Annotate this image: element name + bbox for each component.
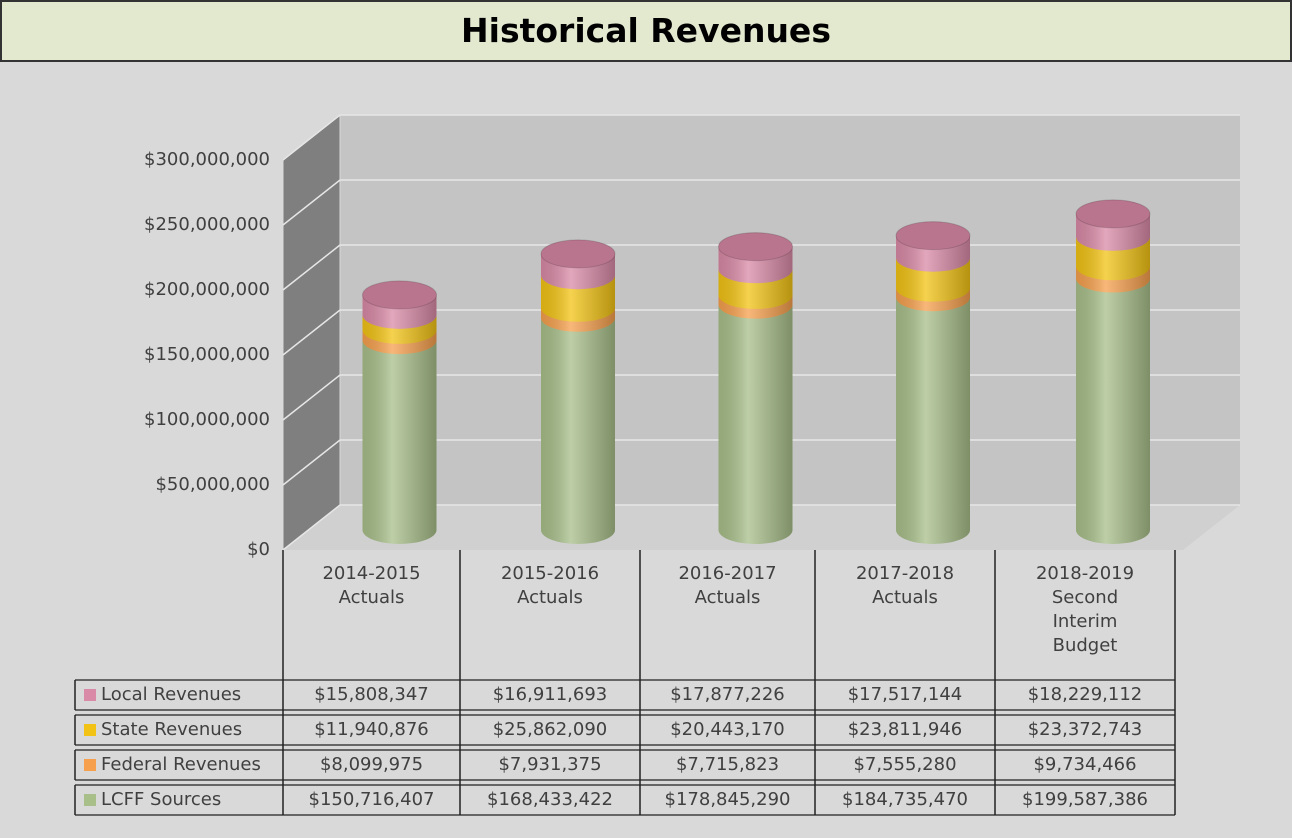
y-tick-label: $100,000,000 xyxy=(144,409,270,430)
grid-line xyxy=(282,114,1240,161)
x-tick-label: 2016-2017 Actuals xyxy=(678,563,777,608)
cylinder-top-shade xyxy=(1076,199,1150,228)
legend-label: State Revenues xyxy=(101,719,242,740)
legend-swatch xyxy=(84,689,96,701)
legend-label: Federal Revenues xyxy=(101,754,261,775)
table-value: $15,808,347 xyxy=(314,684,429,705)
cylinder-shade xyxy=(362,340,437,544)
cylinder-top xyxy=(362,280,437,310)
chart-title: Historical Revenues xyxy=(0,0,1292,62)
table-value: $17,517,144 xyxy=(848,684,963,705)
table-value: $18,229,112 xyxy=(1028,684,1143,705)
cylinder-top xyxy=(1075,199,1151,229)
legend-swatch xyxy=(84,724,96,736)
cylinder-top xyxy=(540,239,616,269)
table-value: $16,911,693 xyxy=(493,684,608,705)
legend-swatch xyxy=(84,759,96,771)
cylinder-top xyxy=(895,221,971,251)
table-value: $7,715,823 xyxy=(676,754,779,775)
table-value: $7,555,280 xyxy=(853,754,956,775)
cylinder-shade xyxy=(896,297,970,544)
table-value: $150,716,407 xyxy=(309,789,435,810)
grid-line xyxy=(282,179,1240,226)
cylinder-shade xyxy=(1076,278,1150,544)
table-value: $25,862,090 xyxy=(493,719,608,740)
y-tick-label: $150,000,000 xyxy=(144,344,270,365)
x-tick-label: 2014-2015 Actuals xyxy=(322,563,421,608)
table-value: $20,443,170 xyxy=(670,719,785,740)
x-tick-label: 2015-2016 Actuals xyxy=(500,563,600,608)
table-value: $7,931,375 xyxy=(498,754,601,775)
table-value: $23,811,946 xyxy=(848,719,963,740)
legend-label: LCFF Sources xyxy=(101,789,221,810)
table-value: $178,845,290 xyxy=(665,789,791,810)
y-tick-label: $300,000,000 xyxy=(144,149,270,170)
table-value: $168,433,422 xyxy=(487,789,613,810)
legend-swatch xyxy=(84,794,96,806)
y-tick-label: $250,000,000 xyxy=(144,214,270,235)
table-value: $184,735,470 xyxy=(842,789,968,810)
cylinder-top xyxy=(718,232,793,262)
cylinder-top-shade xyxy=(541,239,615,268)
y-tick-label: $50,000,000 xyxy=(155,474,270,495)
x-tick-label: 2017-2018 Actuals xyxy=(855,563,955,608)
x-tick-label: 2018-2019 Second Interim Budget xyxy=(1035,563,1135,656)
cylinder-top-shade xyxy=(362,280,437,309)
cylinder-shade xyxy=(541,317,615,544)
table-value: $8,099,975 xyxy=(320,754,423,775)
table-value: $199,587,386 xyxy=(1022,789,1148,810)
cylinder-top-shade xyxy=(896,221,970,250)
cylinder-top-shade xyxy=(718,232,793,261)
table-value: $23,372,743 xyxy=(1028,719,1143,740)
cylinder-shade xyxy=(718,304,793,544)
y-tick-label: $200,000,000 xyxy=(144,279,270,300)
table-value: $11,940,876 xyxy=(314,719,429,740)
table-value: $17,877,226 xyxy=(670,684,785,705)
legend-label: Local Revenues xyxy=(101,684,241,705)
table-value: $9,734,466 xyxy=(1033,754,1136,775)
y-tick-label: $0 xyxy=(247,539,270,560)
